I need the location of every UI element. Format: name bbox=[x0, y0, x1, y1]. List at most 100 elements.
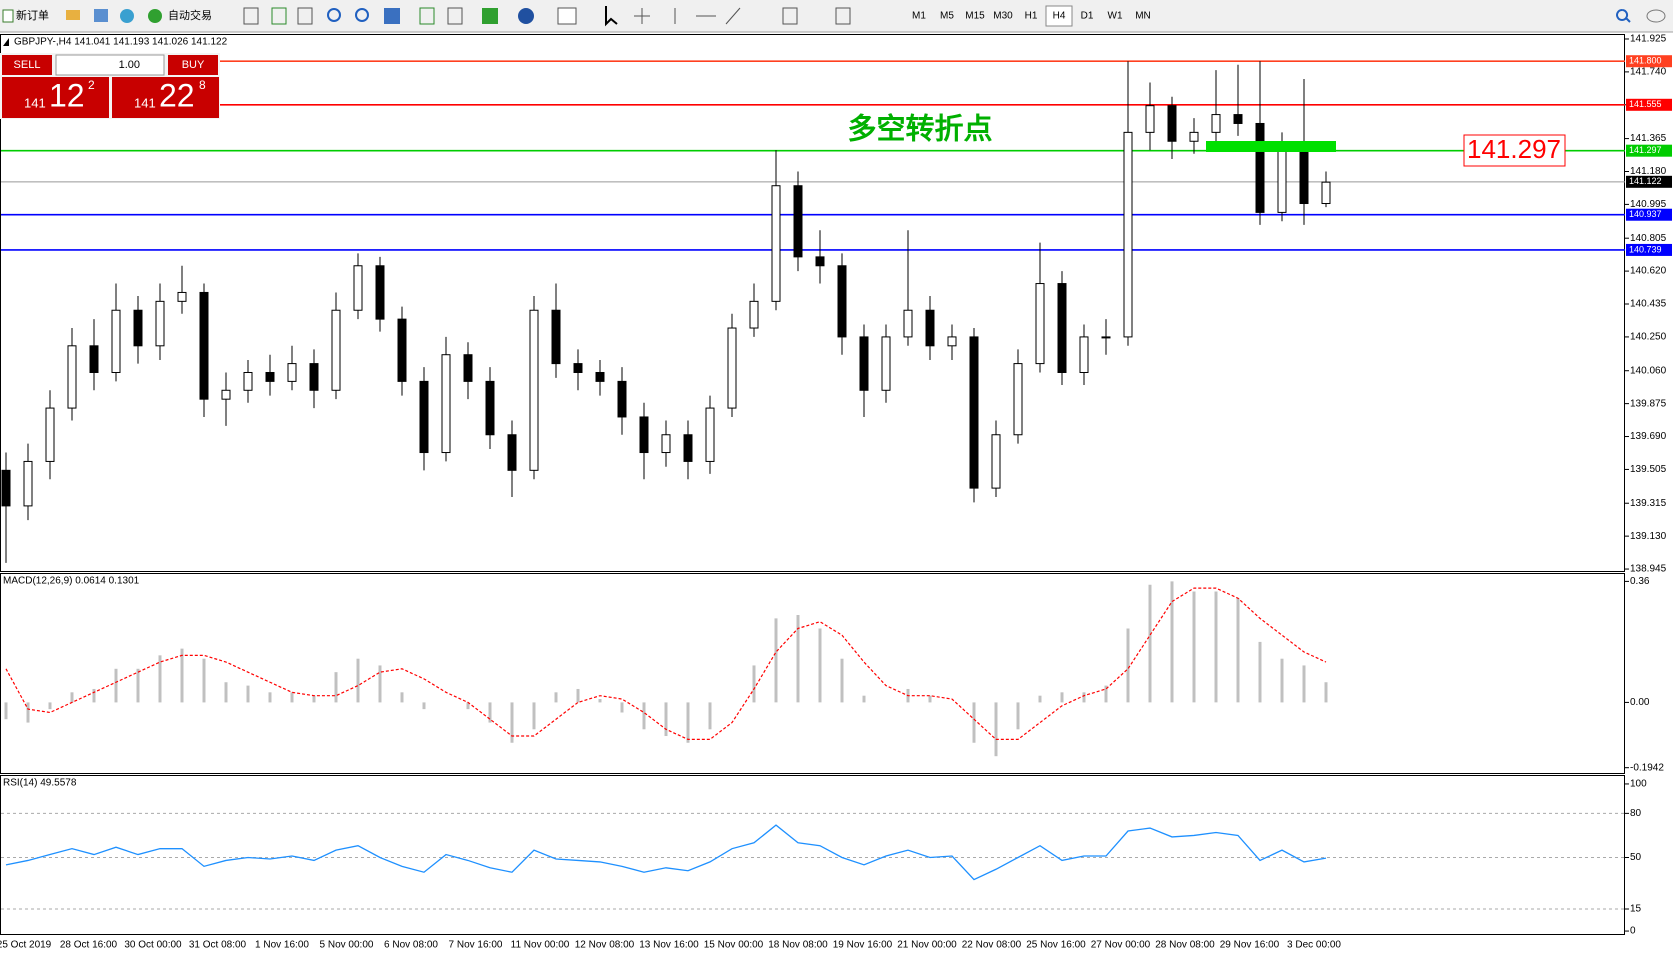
lot-input[interactable] bbox=[55, 54, 165, 76]
toolbar-icon[interactable] bbox=[243, 7, 259, 25]
x-tick-label: 6 Nov 08:00 bbox=[384, 940, 438, 951]
x-tick-label: 12 Nov 08:00 bbox=[575, 940, 635, 951]
toolbar-icon[interactable] bbox=[120, 9, 134, 23]
candle-body bbox=[441, 354, 451, 454]
periods-icon[interactable] bbox=[518, 8, 534, 24]
candle-body bbox=[595, 371, 605, 382]
crosshair-icon[interactable] bbox=[634, 8, 650, 24]
y-tick-label: 140.805 bbox=[1630, 233, 1667, 244]
lot-value[interactable]: 1.00 bbox=[119, 59, 140, 71]
new-order-button[interactable]: 新订单 bbox=[16, 8, 49, 22]
zoom-in-icon[interactable] bbox=[327, 8, 341, 22]
toolbar-icon[interactable] bbox=[384, 8, 400, 24]
candle-body bbox=[529, 309, 539, 471]
candle-body bbox=[331, 309, 341, 391]
x-tick-label: 31 Oct 08:00 bbox=[189, 940, 247, 951]
toolbar-icon[interactable] bbox=[94, 9, 108, 22]
buy-price-pip: 8 bbox=[199, 78, 206, 92]
new-order-icon[interactable] bbox=[2, 9, 14, 23]
auto-trading-button[interactable]: 自动交易 bbox=[168, 8, 212, 22]
cursor-icon[interactable] bbox=[605, 6, 618, 27]
candle-body bbox=[639, 416, 649, 454]
price-level-label: 141.122 bbox=[1629, 176, 1662, 186]
toolbar-icon[interactable] bbox=[66, 10, 80, 20]
candle-body bbox=[617, 380, 627, 418]
y-tick-label: 139.130 bbox=[1630, 531, 1667, 542]
price-level-label: 141.800 bbox=[1629, 56, 1662, 66]
y-tick-label: 141.180 bbox=[1630, 166, 1667, 177]
candle-body bbox=[1299, 149, 1309, 205]
candle-body bbox=[925, 309, 935, 347]
price-level-tag bbox=[1626, 175, 1672, 188]
candle-body bbox=[89, 345, 99, 373]
candle-body bbox=[991, 434, 1001, 489]
candle-body bbox=[1189, 131, 1199, 142]
buy-price-big: 141 bbox=[134, 95, 156, 110]
timeframe-button[interactable]: M30 bbox=[993, 11, 1013, 22]
candle-body bbox=[551, 309, 561, 365]
candle-body bbox=[1167, 105, 1177, 142]
auto-trading-icon[interactable] bbox=[148, 9, 162, 23]
price-level-tag bbox=[1626, 208, 1672, 221]
buy-price-box[interactable] bbox=[112, 77, 219, 118]
x-tick-label: 11 Nov 00:00 bbox=[511, 940, 570, 951]
timeframe-button[interactable]: MN bbox=[1135, 11, 1151, 22]
price-level-tag bbox=[1626, 144, 1672, 157]
x-tick-label: 3 Dec 00:00 bbox=[1287, 940, 1341, 951]
toolbar-icon[interactable] bbox=[271, 7, 287, 25]
price-level-tag bbox=[1626, 98, 1672, 111]
indicators-icon[interactable] bbox=[482, 8, 498, 24]
toolbar-icon[interactable] bbox=[447, 7, 463, 25]
x-tick-label: 25 Oct 2019 bbox=[0, 940, 52, 951]
rsi-line bbox=[5, 824, 1327, 881]
candle-body bbox=[221, 389, 231, 400]
trendline-icon[interactable] bbox=[725, 7, 741, 25]
timeframe-active bbox=[1045, 5, 1073, 27]
price-level-label: 141.297 bbox=[1629, 145, 1662, 155]
timeframe-button[interactable]: M5 bbox=[940, 11, 954, 22]
candle-body bbox=[881, 336, 891, 391]
templates-icon[interactable] bbox=[557, 7, 577, 25]
candle-body bbox=[155, 300, 165, 347]
timeframe-button[interactable]: D1 bbox=[1081, 11, 1094, 22]
chat-icon[interactable] bbox=[1646, 9, 1666, 23]
timeframe-button[interactable]: H4 bbox=[1053, 11, 1066, 22]
zoom-out-icon[interactable] bbox=[355, 8, 369, 22]
timeframe-button[interactable]: M1 bbox=[912, 11, 926, 22]
sell-price-big: 141 bbox=[24, 95, 46, 110]
support-zone bbox=[1206, 141, 1336, 152]
y-tick-label: 140.435 bbox=[1630, 299, 1667, 310]
buy-label[interactable]: BUY bbox=[182, 59, 205, 71]
timeframe-button[interactable]: M15 bbox=[965, 11, 985, 22]
timeframe-button[interactable]: W1 bbox=[1108, 11, 1123, 22]
candle-body bbox=[903, 309, 913, 338]
sell-price-box[interactable] bbox=[2, 77, 109, 118]
candle-body bbox=[1057, 283, 1067, 373]
y-tick-label: 139.505 bbox=[1630, 464, 1667, 475]
price-level-label: 140.937 bbox=[1629, 209, 1662, 219]
x-tick-label: 5 Nov 00:00 bbox=[320, 940, 374, 951]
timeframe-button[interactable]: H1 bbox=[1025, 11, 1038, 22]
toolbar-icon[interactable] bbox=[297, 7, 313, 25]
x-tick-label: 1 Nov 16:00 bbox=[255, 940, 309, 951]
candle-body bbox=[705, 407, 715, 462]
sell-button[interactable] bbox=[2, 55, 52, 75]
main-chart-frame bbox=[0, 34, 1625, 572]
annotation: 多空转折点 bbox=[847, 112, 992, 146]
price-level-label: 141.555 bbox=[1629, 99, 1662, 109]
one-click-trading: SELL BUY 1.00 141 12 2 141 22 8 bbox=[0, 53, 220, 119]
candle-body bbox=[45, 407, 55, 462]
macd-frame bbox=[0, 573, 1625, 774]
candle-body bbox=[419, 380, 429, 454]
price-level-label: 140.739 bbox=[1629, 244, 1662, 254]
toolbar-icon[interactable] bbox=[419, 7, 435, 25]
label-icon[interactable] bbox=[835, 7, 851, 25]
sell-label[interactable]: SELL bbox=[14, 59, 41, 71]
rsi-label: RSI(14) 49.5578 bbox=[3, 778, 77, 789]
fibo-icon[interactable] bbox=[782, 7, 798, 25]
macd-signal-line bbox=[5, 587, 1327, 740]
macd-label: MACD(12,26,9) 0.0614 0.1301 bbox=[3, 576, 140, 587]
search-icon[interactable] bbox=[1616, 9, 1631, 23]
x-tick-label: 18 Nov 08:00 bbox=[768, 940, 828, 951]
buy-button[interactable] bbox=[168, 55, 218, 75]
